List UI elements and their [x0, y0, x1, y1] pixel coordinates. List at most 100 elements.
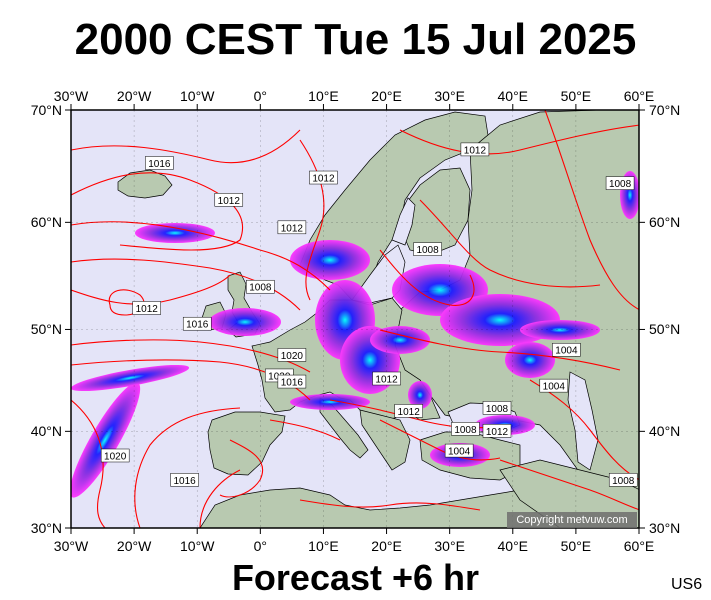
isobar-line — [269, 419, 341, 441]
lat-tick-label-left: 60°N — [30, 214, 62, 231]
rain-area — [71, 382, 141, 498]
lat-tick-label-left: 70°N — [30, 102, 62, 118]
isobar-line — [219, 439, 264, 498]
copyright-notice: Copyright metvuw.com — [507, 512, 637, 528]
rain-area — [505, 342, 555, 378]
isobar-label-text: 1008 — [486, 404, 509, 415]
isobar-label-text: 1008 — [612, 476, 635, 487]
land-iberia — [207, 411, 286, 476]
isobar-label-box — [372, 371, 401, 386]
isobar-label-text: 1012 — [312, 174, 335, 185]
isobar-label: 1016 — [145, 156, 174, 170]
lon-tick-label-bottom: 50°E — [560, 538, 592, 554]
isobar-label: 1004 — [444, 443, 474, 458]
rain-area — [290, 240, 370, 280]
frame-ticks — [65, 104, 645, 534]
rain-area — [209, 308, 281, 336]
isobar-line — [544, 110, 639, 311]
isobar-label: 1016 — [277, 374, 307, 389]
isobar-line — [71, 129, 301, 164]
lon-tick-label-bottom: 40°E — [497, 538, 529, 554]
isobar-label-box — [605, 176, 635, 190]
isobar-label: 1020 — [100, 448, 130, 462]
isobar-label-text: 1012 — [375, 375, 398, 386]
lon-tick-label-bottom: 20°W — [116, 538, 152, 554]
isobar-label-box — [132, 301, 161, 315]
rain-area — [71, 364, 190, 392]
lat-tick-label-right: 50°N — [649, 321, 681, 338]
isobar-label-box — [170, 473, 199, 487]
isobar-label-box — [444, 443, 474, 458]
isobar-label: 1008 — [605, 176, 635, 190]
isobar-label: 1008 — [451, 422, 480, 436]
isobar-label-text: 1008 — [454, 425, 477, 436]
isobar-line — [499, 459, 639, 511]
isobar-label: 1008 — [608, 473, 638, 487]
isobar-label-text: 1004 — [555, 346, 578, 357]
isobar-label: 1012 — [460, 142, 490, 157]
isobar-label-text: 1012 — [464, 145, 487, 156]
lon-tick-label-top: 40°E — [497, 88, 529, 104]
rain-area — [290, 394, 370, 410]
isobar-line — [299, 499, 481, 511]
isobar-line — [71, 274, 231, 305]
isobar-line — [419, 199, 601, 288]
isobar-label-box — [246, 279, 275, 294]
lon-tick-label-top: 0° — [253, 88, 268, 104]
lon-tick-label-bottom: 60°E — [623, 538, 655, 554]
isobar-line — [299, 139, 325, 301]
sea-baltic — [351, 244, 406, 304]
isobar-label-box — [539, 378, 569, 393]
isobar-line — [529, 379, 639, 481]
isobar-line — [71, 399, 106, 528]
isobar-label: 1008 — [246, 279, 275, 294]
isobar-label: 1012 — [214, 193, 244, 207]
map-title: 2000 CEST Tue 15 Jul 2025 — [74, 15, 637, 64]
isobar-label: 1008 — [482, 401, 512, 415]
isobar-label-box — [460, 142, 490, 157]
isobar-label: 1004 — [552, 342, 581, 357]
lat-tick-label-right: 70°N — [649, 102, 681, 118]
land-italy — [319, 397, 369, 459]
isobar-label-text: 1004 — [448, 447, 471, 458]
rain-area — [520, 320, 600, 340]
isobar-label-text: 1012 — [486, 427, 509, 438]
isobar-label: 1020 — [277, 348, 307, 362]
land-iceland — [117, 169, 173, 199]
lat-tick-label-right: 60°N — [649, 214, 681, 231]
isobar-line — [134, 407, 241, 528]
isobar-label-box — [608, 473, 638, 487]
isobar-label: 1012 — [372, 371, 401, 386]
isobar-line — [199, 469, 241, 528]
isobar-label-box — [277, 348, 307, 362]
lon-tick-label-top: 50°E — [560, 88, 592, 104]
lat-tick-label-right: 40°N — [649, 423, 681, 440]
isobar-label: 1008 — [413, 242, 442, 256]
lon-tick-label-bottom: 0° — [253, 538, 268, 554]
lon-tick-label-bottom: 30°W — [53, 538, 89, 554]
isobar-line — [379, 329, 621, 371]
forecast-label: Forecast +6 hr — [231, 557, 480, 598]
isobar-line — [71, 258, 301, 311]
lon-tick-label-top: 30°E — [434, 88, 465, 104]
lon-tick-label-top: 20°W — [116, 88, 152, 104]
lon-tick-label-top: 60°E — [623, 88, 655, 104]
lon-tick-label-bottom: 10°W — [180, 538, 215, 554]
isobar-label: 1012 — [394, 404, 423, 418]
isobar-label-text: 1012 — [136, 304, 159, 315]
isobar-label: 1012 — [132, 301, 161, 315]
isobar-label-box — [309, 170, 338, 185]
isobar-label-text: 1020 — [104, 451, 127, 462]
isobar-label-text: 1016 — [186, 320, 209, 331]
isobar-line — [379, 419, 501, 461]
isobar-label: 1016 — [170, 473, 199, 487]
rain-area — [135, 223, 215, 243]
lon-tick-label-bottom: 10°E — [308, 538, 339, 554]
isobar-label-text: 1004 — [543, 382, 566, 393]
land-balkans — [359, 409, 411, 471]
isobar-label-box — [145, 156, 174, 170]
isobar-label-box — [482, 424, 512, 438]
sea-gulf-of-bothnia — [391, 197, 416, 246]
isobar-label-box — [552, 342, 581, 357]
lat-tick-label-left: 40°N — [30, 423, 62, 440]
